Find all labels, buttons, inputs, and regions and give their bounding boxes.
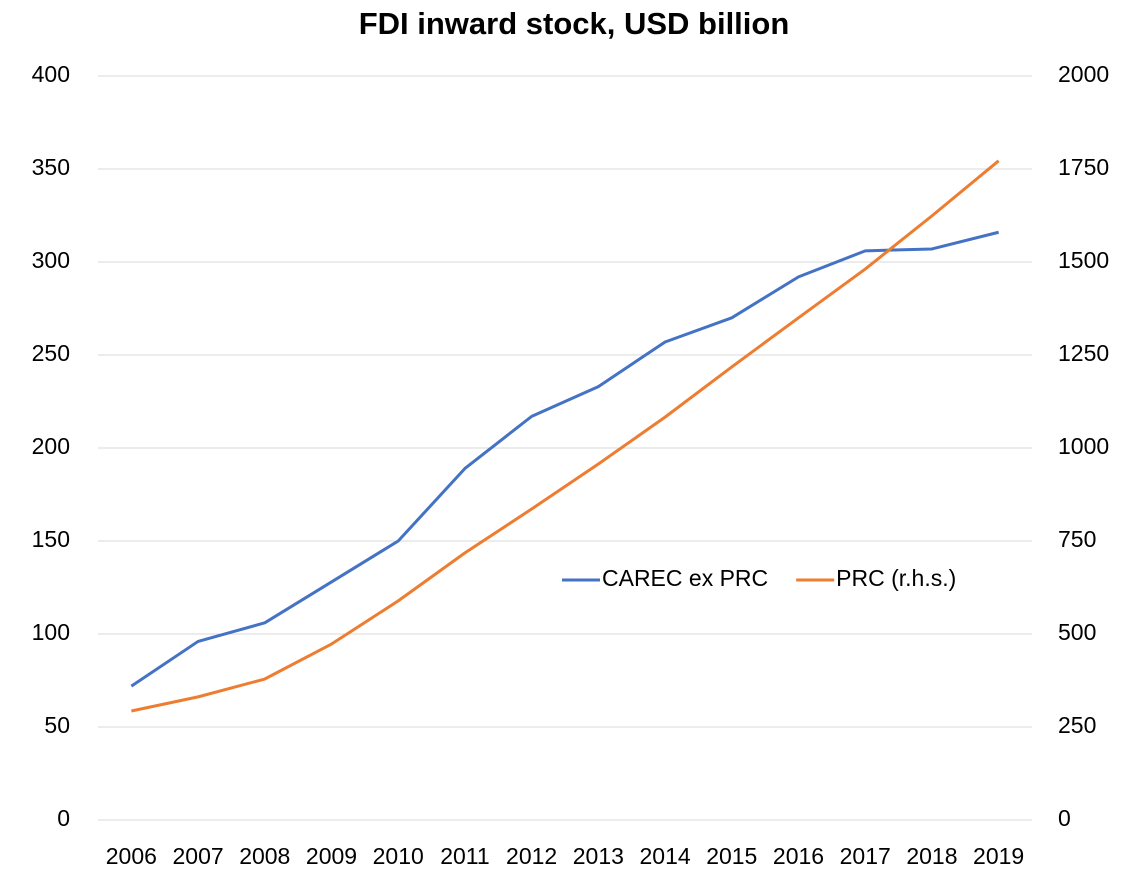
y-tick-label: 350 — [32, 154, 70, 180]
x-tick-label: 2018 — [906, 843, 957, 869]
x-tick-label: 2006 — [106, 843, 157, 869]
y2-tick-label: 750 — [1058, 526, 1096, 552]
y-tick-label: 100 — [32, 619, 70, 645]
line-series — [130, 230, 1000, 688]
y-tick-label: 150 — [32, 526, 70, 552]
x-tick-label: 2019 — [973, 843, 1024, 869]
y2-tick-label: 2000 — [1058, 61, 1109, 87]
x-tick-label: 2015 — [706, 843, 757, 869]
x-tick-label: 2013 — [573, 843, 624, 869]
line-series — [131, 159, 1000, 713]
x-tick-label: 2010 — [373, 843, 424, 869]
y-tick-label: 300 — [32, 247, 70, 273]
y2-tick-label: 1750 — [1058, 154, 1109, 180]
y2-tick-label: 1000 — [1058, 433, 1109, 459]
y2-tick-label: 250 — [1058, 712, 1096, 738]
legend-label: PRC (r.h.s.) — [836, 565, 956, 591]
x-tick-label: 2011 — [440, 843, 489, 869]
y-tick-label: 400 — [32, 61, 70, 87]
x-tick-label: 2017 — [840, 843, 891, 869]
x-tick-label: 2008 — [239, 843, 290, 869]
y2-tick-label: 0 — [1058, 805, 1071, 831]
y-tick-label: 50 — [44, 712, 70, 738]
legend-label: CAREC ex PRC — [602, 565, 768, 591]
y2-tick-label: 500 — [1058, 619, 1096, 645]
y2-tick-label: 1500 — [1058, 247, 1109, 273]
x-tick-label: 2014 — [639, 843, 690, 869]
y-tick-label: 200 — [32, 433, 70, 459]
chart-title: FDI inward stock, USD billion — [359, 6, 790, 41]
y-tick-label: 250 — [32, 340, 70, 366]
x-tick-label: 2012 — [506, 843, 557, 869]
y2-tick-label: 1250 — [1058, 340, 1109, 366]
y-tick-label: 0 — [57, 805, 70, 831]
x-tick-label: 2016 — [773, 843, 824, 869]
x-tick-label: 2007 — [172, 843, 223, 869]
x-tick-label: 2009 — [306, 843, 357, 869]
